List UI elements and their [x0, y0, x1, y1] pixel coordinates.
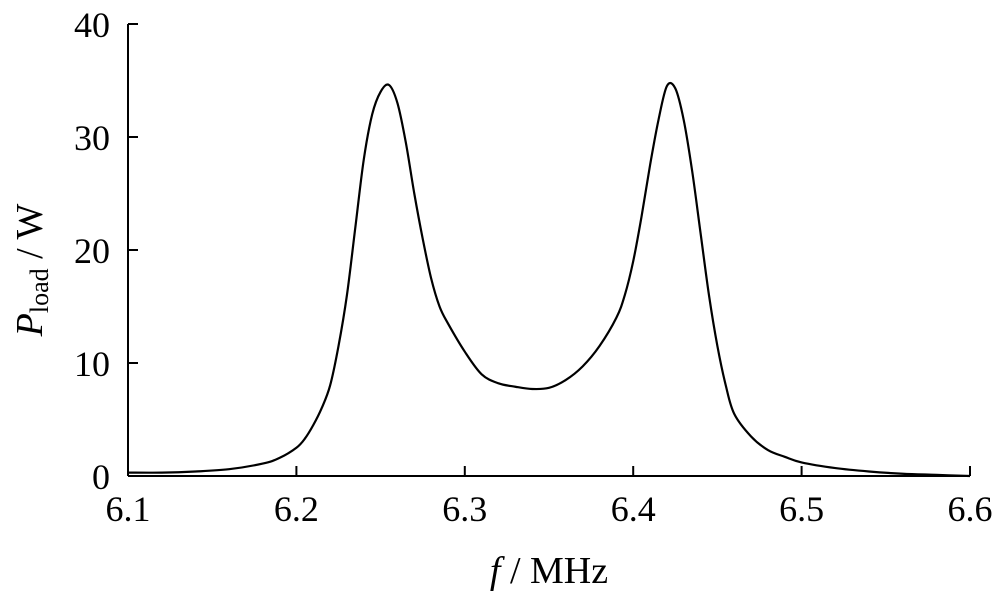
x-tick-label: 6.3: [442, 489, 487, 529]
y-tick-label: 20: [74, 231, 110, 271]
y-axis-symbol: P: [9, 313, 51, 337]
y-tick-label: 10: [74, 344, 110, 384]
y-ticks: 0 10 20 30 40: [74, 5, 138, 497]
y-axis-title: Pload / W: [9, 204, 54, 338]
axes: [127, 24, 970, 477]
y-tick-label: 40: [74, 5, 110, 45]
x-tick-label: 6.4: [611, 489, 656, 529]
series-line: [127, 81, 971, 478]
y-tick-label: 0: [92, 457, 110, 497]
y-axis-subscript: load: [25, 268, 54, 313]
y-tick-label: 30: [74, 118, 110, 158]
x-tick-label: 6.5: [779, 489, 824, 529]
x-tick-label: 6.1: [106, 489, 151, 529]
x-tick-label: 6.6: [948, 489, 993, 529]
x-axis-unit: / MHz: [500, 550, 608, 592]
y-axis-unit: / W: [9, 204, 51, 269]
x-tick-label: 6.2: [274, 489, 319, 529]
x-ticks: 6.1 6.2 6.3 6.4 6.5 6.6: [106, 466, 993, 529]
x-axis-title: f / MHz: [490, 550, 608, 592]
